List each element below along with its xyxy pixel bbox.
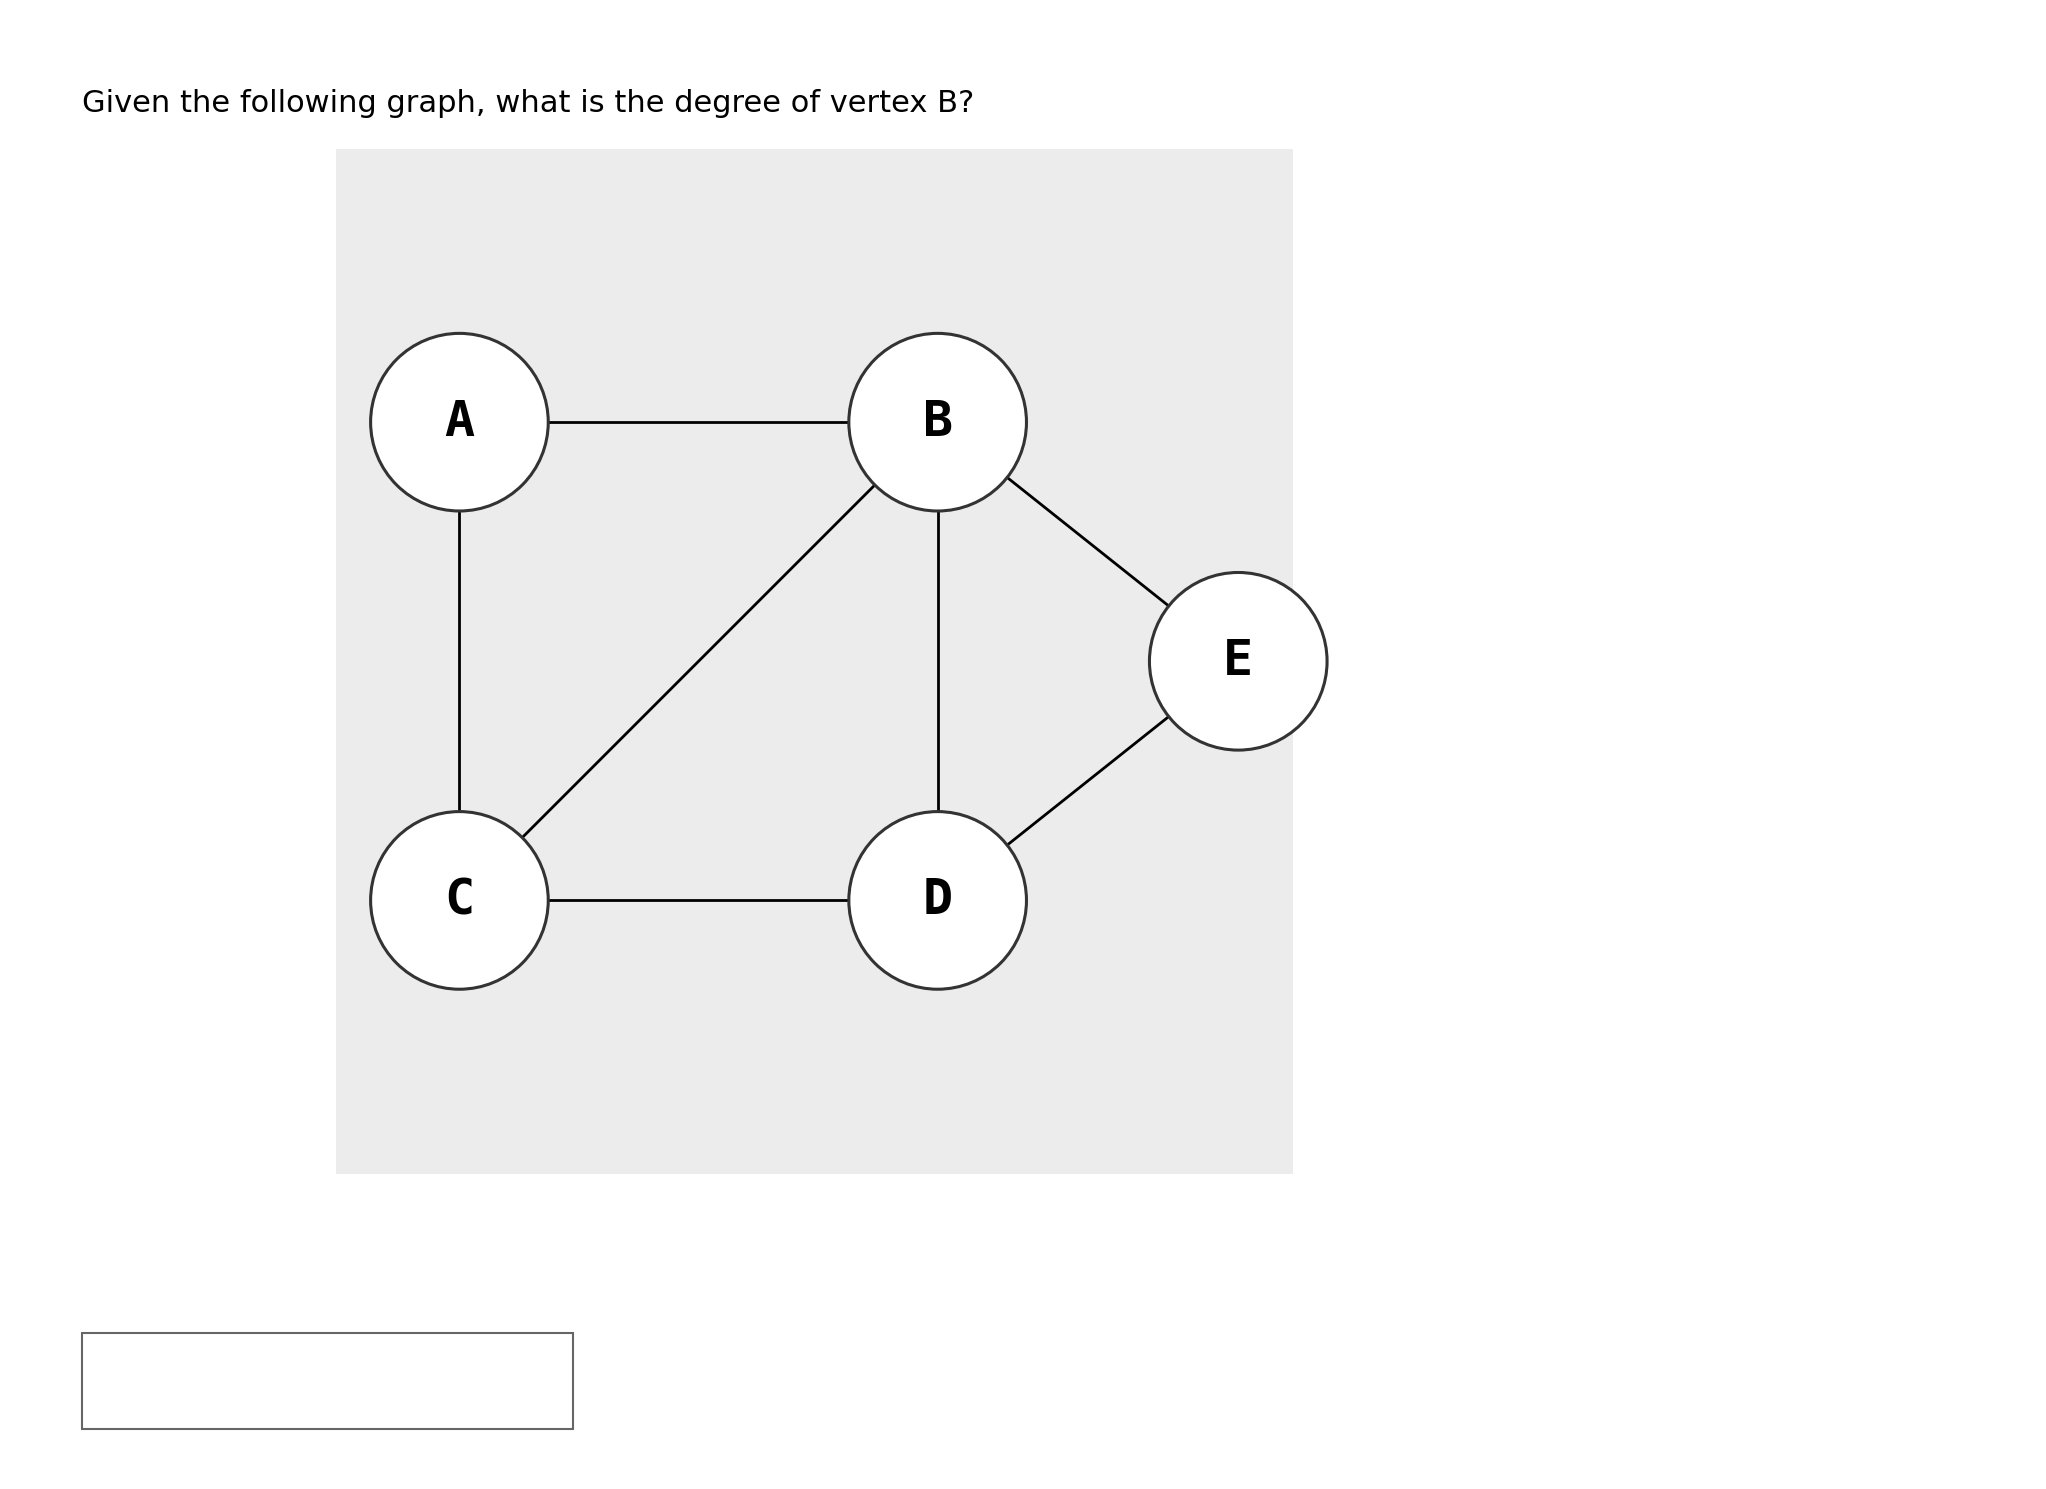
Text: A: A xyxy=(444,398,475,447)
Circle shape xyxy=(370,334,548,511)
Bar xyxy=(336,54,1293,1173)
Text: Given the following graph, what is the degree of vertex B?: Given the following graph, what is the d… xyxy=(82,89,974,118)
Text: C: C xyxy=(444,877,475,925)
Circle shape xyxy=(370,812,548,989)
Circle shape xyxy=(1150,572,1328,750)
Text: E: E xyxy=(1224,637,1254,685)
Text: D: D xyxy=(923,877,953,925)
Circle shape xyxy=(849,334,1027,511)
Circle shape xyxy=(849,812,1027,989)
Text: B: B xyxy=(923,398,953,447)
